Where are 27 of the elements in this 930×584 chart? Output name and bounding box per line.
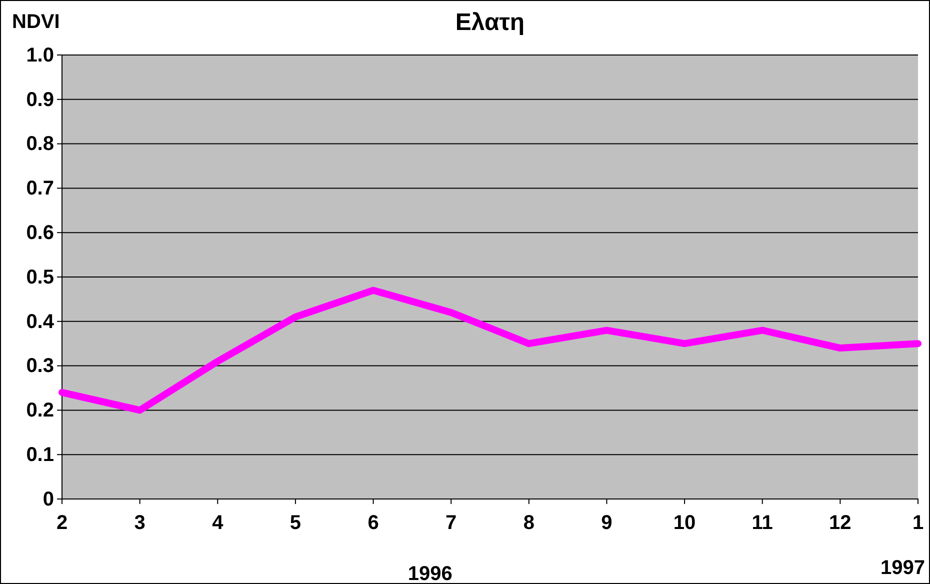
x-tick-label: 12 [829, 512, 852, 534]
y-tick-label: 0.9 [26, 88, 54, 111]
y-tick-label: 0.4 [26, 310, 55, 333]
y-tick-label: 0.8 [26, 133, 54, 156]
x-tick-label: 9 [601, 512, 612, 534]
x-tick-label: 1 [912, 512, 924, 534]
x-tick-label: 5 [290, 512, 302, 534]
y-tick-label: 0.2 [26, 400, 54, 422]
y-axis-title: NDVI [12, 11, 60, 33]
x-tick-label: 8 [523, 512, 534, 534]
y-tick-label: 0.6 [26, 222, 54, 244]
chart-title: Ελατη [455, 9, 525, 36]
x-tick-label: 11 [752, 512, 773, 534]
y-tick-label: 1.0 [26, 44, 54, 66]
y-tick-label: 0 [42, 488, 54, 510]
y-tick-label: 0.7 [26, 178, 54, 200]
y-tick-label: 0.1 [26, 444, 54, 466]
x-tick-label: 7 [446, 512, 457, 534]
text: 1996 [408, 563, 452, 584]
x-tick-label: 2 [56, 512, 68, 534]
x-tick-label: 4 [212, 512, 224, 534]
x-tick-label: 3 [134, 512, 146, 534]
x-tick-label: 6 [368, 512, 379, 534]
x-tick-label: 10 [673, 512, 696, 534]
y-tick-label: 0.3 [26, 355, 54, 378]
y-tick-label: 0.5 [26, 266, 54, 288]
text: 1997 [880, 557, 925, 579]
